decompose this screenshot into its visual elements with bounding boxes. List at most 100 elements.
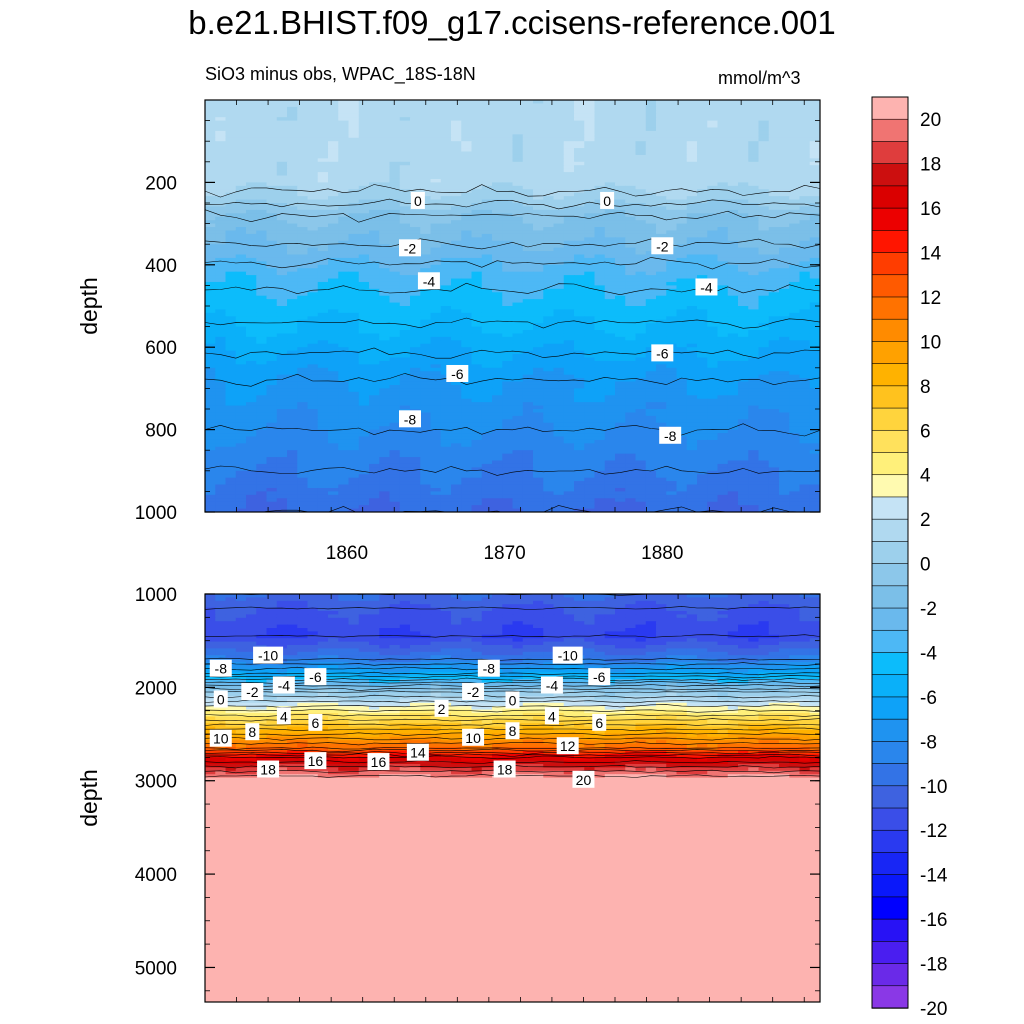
- colorbar-swatch: [871, 785, 909, 809]
- colorbar-swatch: [871, 429, 909, 454]
- colorbar-swatch: [871, 674, 909, 698]
- lower-contour-label: 8: [509, 723, 517, 739]
- upper-contour-label-bg: [695, 278, 718, 296]
- lower-contour-label-bg: [434, 699, 449, 717]
- plot-subtitle: SiO3 minus obs, WPAC_18S-18N: [205, 64, 476, 84]
- colorbar-swatch: [871, 318, 909, 343]
- lower-contour-label: -2: [246, 684, 259, 700]
- colorbar-swatch: [871, 141, 909, 165]
- units-label: mmol/m^3: [718, 68, 801, 88]
- colorbar-label: 14: [920, 244, 942, 265]
- colorbar-swatch: [871, 829, 909, 854]
- lower-contour-label-bg: [304, 668, 327, 686]
- lower-field: [205, 594, 820, 1002]
- lower-contour-label: 20: [576, 772, 592, 788]
- lower-contour-label-bg: [505, 722, 520, 740]
- lower-ylabel: depth: [76, 769, 102, 827]
- colorbar-swatch: [871, 341, 909, 365]
- colorbar-swatch: [871, 118, 909, 143]
- lower-ytick-label: 2000: [135, 678, 177, 699]
- upper-contour-label-bg: [659, 426, 682, 444]
- colorbar-swatch: [871, 185, 909, 209]
- lower-contour-label: 10: [465, 730, 481, 746]
- colorbar-label: 8: [920, 377, 931, 398]
- lower-contour-label-bg: [477, 659, 500, 677]
- lower-contour-label: -10: [558, 648, 578, 664]
- lower-contour-label-bg: [572, 770, 595, 788]
- colorbar-label: -20: [920, 999, 947, 1020]
- colorbar-label: -4: [920, 643, 937, 664]
- colorbar-swatch: [871, 518, 909, 543]
- lower-contour-label-bg: [272, 676, 295, 694]
- upper-contour-label: -2: [656, 238, 669, 254]
- lower-contour-label-bg: [367, 753, 390, 771]
- colorbar-swatch: [871, 985, 909, 1009]
- colorbar-swatch: [871, 852, 909, 876]
- colorbar-label: -16: [920, 910, 947, 931]
- lower-contour-label-bg: [276, 707, 291, 725]
- lower-contour-label-bg: [552, 646, 583, 664]
- colorbar-swatch: [871, 963, 909, 987]
- colorbar-swatch: [871, 496, 909, 520]
- colorbar-swatch: [871, 407, 909, 431]
- upper-contour-label: 0: [414, 193, 422, 209]
- lower-panel: -10 -10 -8 -8 -6 -6 -4 -4 -2 -2 0 0 2 4 4 6 6 8 8 10 10 12 14 1…: [76, 585, 821, 1003]
- plot-title: b.e21.BHIST.f09_g17.ccisens-reference.00…: [188, 4, 836, 41]
- upper-contour-label: -4: [423, 273, 436, 289]
- lower-contour-label-bg: [462, 728, 485, 746]
- lower-contour-label-bg: [544, 707, 559, 725]
- lower-ytick-label: 4000: [135, 865, 177, 886]
- colorbar-label: 10: [920, 332, 941, 353]
- lower-contour-label-bg: [209, 659, 232, 677]
- colorbar-swatch: [871, 763, 909, 787]
- lower-contour-label: -4: [546, 677, 559, 693]
- colorbar-swatch: [871, 474, 909, 498]
- colorbar-swatch: [871, 896, 909, 920]
- colorbar-label: -6: [920, 688, 937, 709]
- colorbar-label: -14: [920, 866, 948, 887]
- lower-contour-label: 18: [497, 762, 513, 778]
- colorbar-swatch: [871, 652, 909, 676]
- colorbar-swatch: [871, 607, 909, 631]
- upper-ylabel: depth: [76, 277, 102, 335]
- lower-contour-label: 10: [213, 731, 229, 747]
- colorbar-swatch: [871, 696, 909, 720]
- lower-frame: [204, 593, 821, 1003]
- colorbar-swatch: [871, 541, 909, 565]
- colorbar-swatch: [871, 296, 909, 320]
- upper-contour-label-bg: [446, 364, 469, 382]
- upper-ytick-label: 400: [145, 256, 177, 277]
- lower-contour-label-bg: [241, 683, 264, 701]
- upper-contour-label: -6: [451, 366, 464, 382]
- upper-contour-label-bg: [399, 239, 421, 257]
- colorbar-swatch: [871, 718, 909, 743]
- colorbar-swatch: [871, 252, 909, 276]
- upper-panel: 0 0 -2 -2 -4 -4 -6 -6 -8 -8 200 400 600 800 1000 1860 18…: [76, 99, 821, 564]
- xtick-label: 1860: [326, 543, 368, 564]
- colorbar-swatch: [871, 207, 909, 232]
- lower-contour-label: 6: [311, 715, 319, 731]
- upper-ytick-label: 200: [145, 173, 177, 194]
- upper-field: [205, 100, 820, 512]
- lower-ytick-label: 3000: [135, 772, 177, 793]
- colorbar-swatch: [871, 163, 909, 187]
- colorbar-swatch: [871, 807, 909, 831]
- lower-contour-label-bg: [588, 668, 611, 686]
- colorbar-label: 16: [920, 199, 941, 220]
- lower-contour-label-bg: [406, 743, 429, 761]
- lower-contour-label: 14: [410, 745, 426, 761]
- lower-contour-label-bg: [257, 760, 280, 778]
- colorbar-swatch: [871, 363, 909, 387]
- lower-ytick-label: 5000: [135, 958, 177, 979]
- lower-contour-label: 12: [560, 738, 576, 754]
- xtick-label: 1880: [641, 543, 683, 564]
- lower-contour-label-bg: [213, 690, 228, 708]
- lower-contour-label: 6: [595, 715, 603, 731]
- lower-contour-label-bg: [592, 713, 607, 731]
- lower-contour-label: 0: [217, 692, 225, 708]
- upper-ytick-label: 1000: [135, 503, 177, 524]
- colorbar-label: 4: [920, 466, 931, 487]
- upper-contour-label-bg: [651, 344, 674, 362]
- colorbar-label: 2: [920, 510, 931, 531]
